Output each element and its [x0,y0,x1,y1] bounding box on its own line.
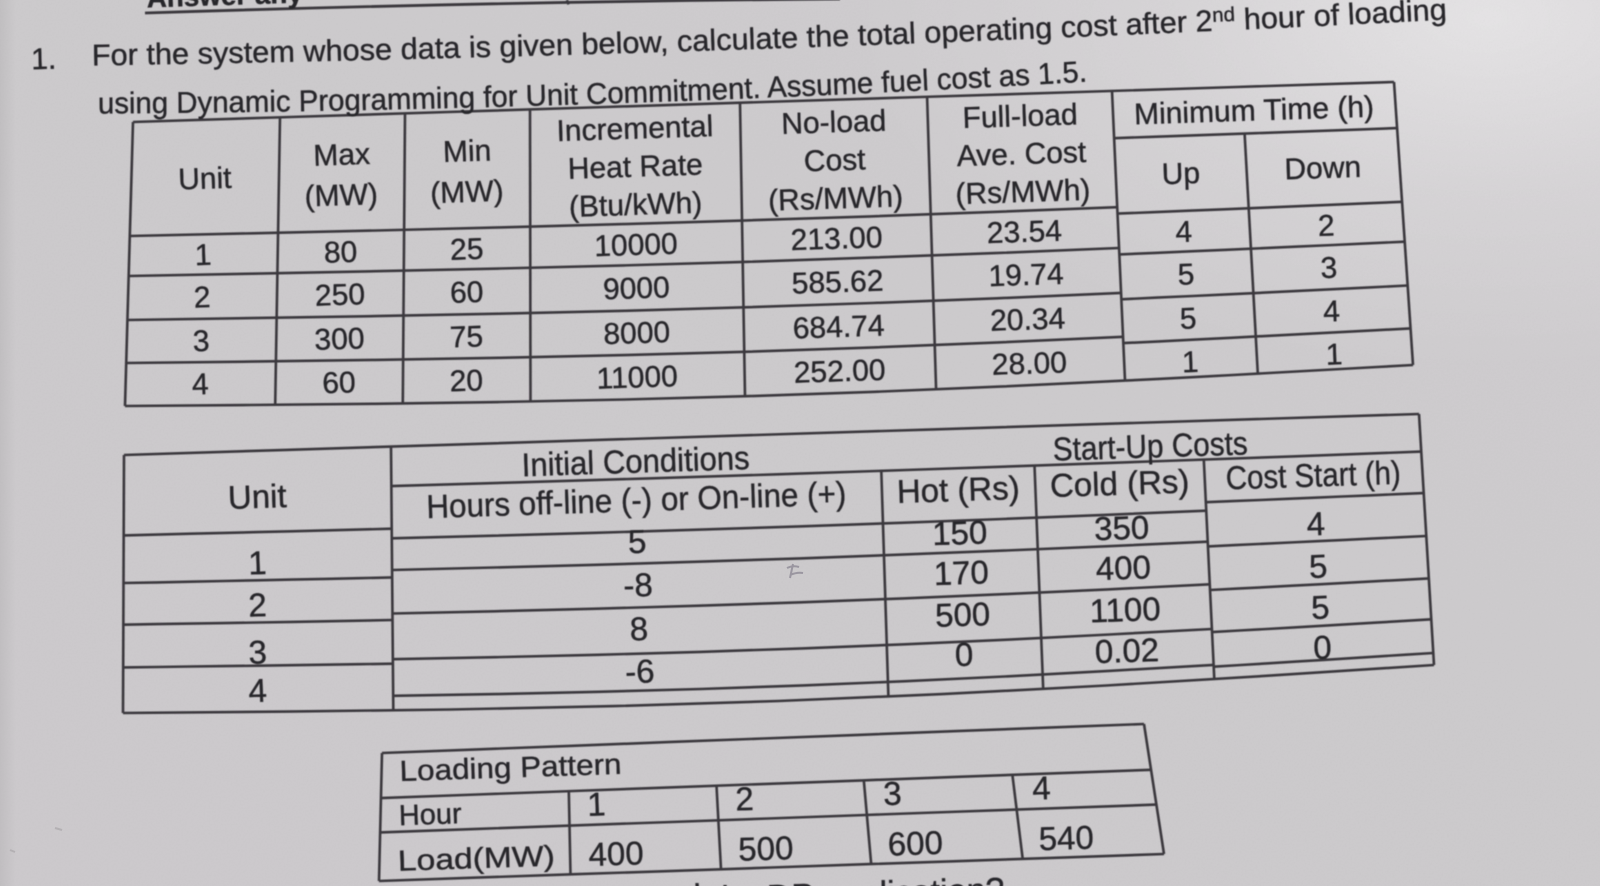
svg-text:11000: 11000 [596,360,678,396]
svg-text:Full-load: Full-load [962,98,1078,135]
svg-text:Cost: Cost [803,143,866,178]
svg-text:2: 2 [735,780,755,818]
svg-text:No-load: No-load [781,105,887,141]
svg-text:0.02: 0.02 [1094,631,1159,670]
svg-text:Loading Pattern: Loading Pattern [399,749,622,788]
svg-text:Cold (Rs): Cold (Rs) [1049,463,1189,504]
svg-text:19.74: 19.74 [988,258,1064,293]
svg-text:3: 3 [248,633,268,671]
svg-text:5: 5 [1179,302,1197,336]
svg-text:Minimum Time (h): Minimum Time (h) [1134,91,1375,132]
svg-text:(Rs/MWh): (Rs/MWh) [955,174,1091,211]
svg-text:Start-Up Costs: Start-Up Costs [1052,424,1248,467]
svg-text:1100: 1100 [1089,590,1161,629]
svg-text:5: 5 [627,523,647,561]
svg-text:l: l [693,878,702,886]
svg-text:20: 20 [449,364,483,398]
svg-text:600: 600 [887,824,943,863]
svg-text:1: 1 [1181,346,1199,380]
svg-text:Cost Start (h): Cost Start (h) [1225,454,1401,497]
svg-text:Initial Conditions: Initial Conditions [521,439,750,483]
svg-text:Load(MW): Load(MW) [397,841,555,878]
svg-text:Hour: Hour [398,798,462,832]
svg-text:Unit: Unit [227,477,287,516]
svg-text:540: 540 [1038,819,1094,858]
svg-text:Max: Max [313,138,371,173]
svg-text:3: 3 [192,325,210,359]
svg-text:(Btu/kWh): (Btu/kWh) [568,187,702,224]
svg-text:252.00: 252.00 [793,354,886,390]
svg-text:9000: 9000 [603,271,671,306]
svg-text:2: 2 [248,586,268,624]
svg-text:20.34: 20.34 [990,302,1066,337]
svg-text:300: 300 [314,322,365,357]
svg-text:-6: -6 [625,652,656,690]
svg-text:(MW): (MW) [304,178,378,213]
svg-text:Hot (Rs): Hot (Rs) [896,469,1020,510]
svg-text:(MW): (MW) [430,175,504,210]
svg-text:1: 1 [1325,338,1343,372]
svg-text:1: 1 [587,785,607,823]
svg-text:60: 60 [449,276,483,310]
svg-text:213.00: 213.00 [790,221,883,257]
svg-text:Incremental: Incremental [556,110,714,148]
svg-text:400: 400 [588,834,644,873]
svg-text:28.00: 28.00 [991,346,1067,381]
svg-text:1: 1 [248,544,268,582]
svg-text:5: 5 [1311,588,1331,626]
svg-text:23.54: 23.54 [986,215,1062,250]
svg-text:4: 4 [1306,505,1326,543]
svg-text:5: 5 [1177,258,1195,292]
svg-text:8: 8 [629,610,649,648]
svg-text:3: 3 [1320,252,1338,286]
svg-text:60: 60 [322,366,356,400]
svg-text:684.74: 684.74 [792,310,885,346]
svg-text:0: 0 [954,636,974,674]
svg-text:4: 4 [191,368,209,402]
svg-text:400: 400 [1095,548,1151,587]
svg-text:Ave. Cost: Ave. Cost [956,136,1087,173]
svg-text:4: 4 [1032,769,1052,807]
svg-text:500: 500 [738,829,794,868]
svg-text:80: 80 [323,236,357,270]
svg-text:350: 350 [1094,509,1150,548]
svg-text:10000: 10000 [594,228,678,264]
svg-text:75: 75 [449,320,483,354]
svg-text:-8: -8 [623,566,654,604]
svg-text:3: 3 [883,775,903,813]
svg-text:Down: Down [1284,151,1362,186]
svg-text:4: 4 [1323,295,1341,329]
svg-text:0: 0 [1313,628,1333,666]
svg-text:4: 4 [248,672,268,710]
svg-text:Unit: Unit [178,162,233,197]
svg-text:5: 5 [1308,547,1328,585]
svg-text:1: 1 [194,239,212,273]
svg-text:(Rs/MWh): (Rs/MWh) [768,180,904,217]
svg-text:Min: Min [442,134,491,169]
svg-text:2: 2 [193,281,211,315]
svg-text:500: 500 [935,595,991,634]
svg-text:8000: 8000 [603,316,671,351]
svg-text:150: 150 [932,513,988,552]
svg-text:Heat Rate: Heat Rate [567,149,703,186]
svg-text:170: 170 [933,553,989,592]
svg-text:4: 4 [1175,216,1193,250]
svg-text:Up: Up [1161,157,1200,191]
svg-text:2: 2 [1317,209,1335,243]
svg-text:250: 250 [314,278,365,313]
svg-text:1.: 1. [31,43,57,77]
svg-text:585.62: 585.62 [791,265,884,301]
svg-text:25: 25 [450,233,484,267]
